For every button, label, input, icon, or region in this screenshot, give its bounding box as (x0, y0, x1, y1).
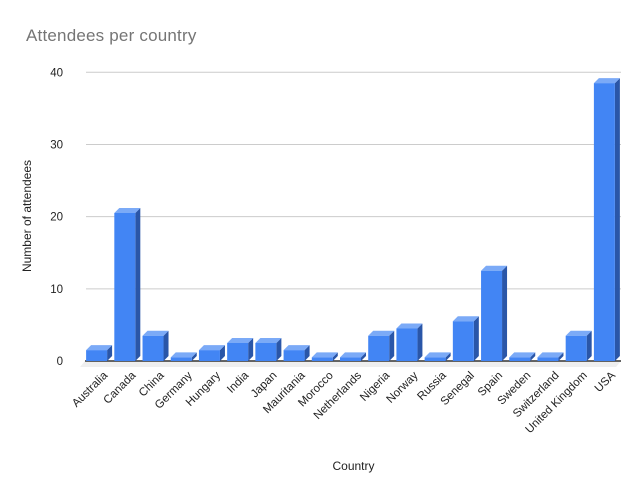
bar-side-face (417, 323, 423, 361)
bar-front-face (255, 342, 277, 361)
bar-front-face (198, 350, 220, 361)
bar-top-face (396, 323, 423, 329)
bar-side-face (163, 330, 169, 361)
bar-mauritania[interactable] (283, 345, 310, 361)
bar-top-face (255, 337, 282, 343)
y-tick-label: 10 (50, 284, 63, 296)
bar-top-face (452, 316, 479, 322)
bar-top-face (537, 352, 564, 358)
bar-front-face (86, 350, 108, 361)
bar-canada[interactable] (114, 208, 141, 361)
bar-side-face (586, 330, 592, 361)
bar-top-face (340, 352, 366, 358)
y-tick-label: 40 (50, 67, 63, 79)
bar-front-face (114, 213, 136, 361)
bar-top-face (283, 345, 310, 351)
bar-top-face (565, 330, 592, 336)
bar-top-face (509, 352, 536, 358)
bar-top-face (198, 345, 225, 351)
bar-front-face (593, 83, 615, 361)
bar-side-face (276, 337, 282, 361)
chart-floor (80, 361, 621, 367)
bar-side-face (191, 352, 197, 361)
bar-front-face (311, 357, 333, 361)
chart-title: Attendees per country (26, 26, 197, 45)
bar-japan[interactable] (255, 337, 282, 361)
y-axis-title: Number of attendees (20, 160, 34, 272)
bar-top-face (368, 330, 395, 336)
bar-united-kingdom[interactable] (565, 330, 592, 361)
bar-top-face (481, 265, 508, 271)
bar-top-face (593, 78, 620, 84)
bar-front-face (452, 321, 474, 361)
y-tick-label: 0 (57, 356, 63, 368)
bar-front-face (283, 350, 305, 361)
x-label-canada: Canada (101, 369, 138, 406)
bar-side-face (248, 337, 254, 361)
x-label-usa: USA (593, 369, 618, 394)
bar-front-face (368, 335, 390, 361)
bar-usa[interactable] (593, 78, 620, 361)
bar-side-face (445, 352, 451, 361)
bar-spain[interactable] (481, 265, 508, 361)
bar-side-face (135, 208, 141, 361)
bar-side-face (614, 78, 620, 361)
bar-top-face (311, 352, 338, 358)
bar-front-face (565, 335, 587, 361)
bar-side-face (389, 330, 395, 361)
bar-top-face (86, 345, 113, 351)
bar-top-face (227, 337, 254, 343)
bar-front-face (170, 357, 192, 361)
bar-front-face (481, 270, 503, 361)
bar-nigeria[interactable] (368, 330, 395, 361)
bar-russia[interactable] (424, 352, 451, 361)
x-label-australia: Australia (70, 369, 111, 410)
bar-side-face (332, 352, 338, 361)
bar-top-face (142, 330, 169, 336)
bar-netherlands[interactable] (340, 352, 366, 361)
bar-side-face (361, 352, 366, 361)
bar-top-face (114, 208, 141, 214)
bar-top-face (424, 352, 451, 358)
bar-senegal[interactable] (452, 316, 479, 361)
bar-side-face (473, 316, 479, 361)
bar-front-face (537, 357, 559, 361)
bar-front-face (227, 342, 249, 361)
bar-germany[interactable] (170, 352, 197, 361)
bar-top-face (170, 352, 197, 358)
bar-hungary[interactable] (198, 345, 225, 361)
bar-side-face (304, 345, 310, 361)
bar-side-face (107, 345, 113, 361)
x-axis-title: Country (332, 459, 374, 473)
bar-india[interactable] (227, 337, 254, 361)
bar-norway[interactable] (396, 323, 423, 361)
bar-morocco[interactable] (311, 352, 338, 361)
bar-side-face (502, 265, 508, 361)
bar-front-face (424, 357, 446, 361)
y-tick-label: 20 (50, 212, 63, 224)
bar-front-face (509, 357, 531, 361)
bar-side-face (558, 352, 564, 361)
x-label-norway: Norway (384, 369, 420, 405)
y-tick-label: 30 (50, 139, 63, 151)
bar-sweden[interactable] (509, 352, 536, 361)
bar-side-face (530, 352, 536, 361)
bar-china[interactable] (142, 330, 169, 361)
bar-front-face (340, 357, 361, 361)
bar-front-face (142, 335, 164, 361)
bar-switzerland[interactable] (537, 352, 564, 361)
bar-australia[interactable] (86, 345, 113, 361)
bar-front-face (396, 328, 418, 361)
bar-side-face (219, 345, 225, 361)
